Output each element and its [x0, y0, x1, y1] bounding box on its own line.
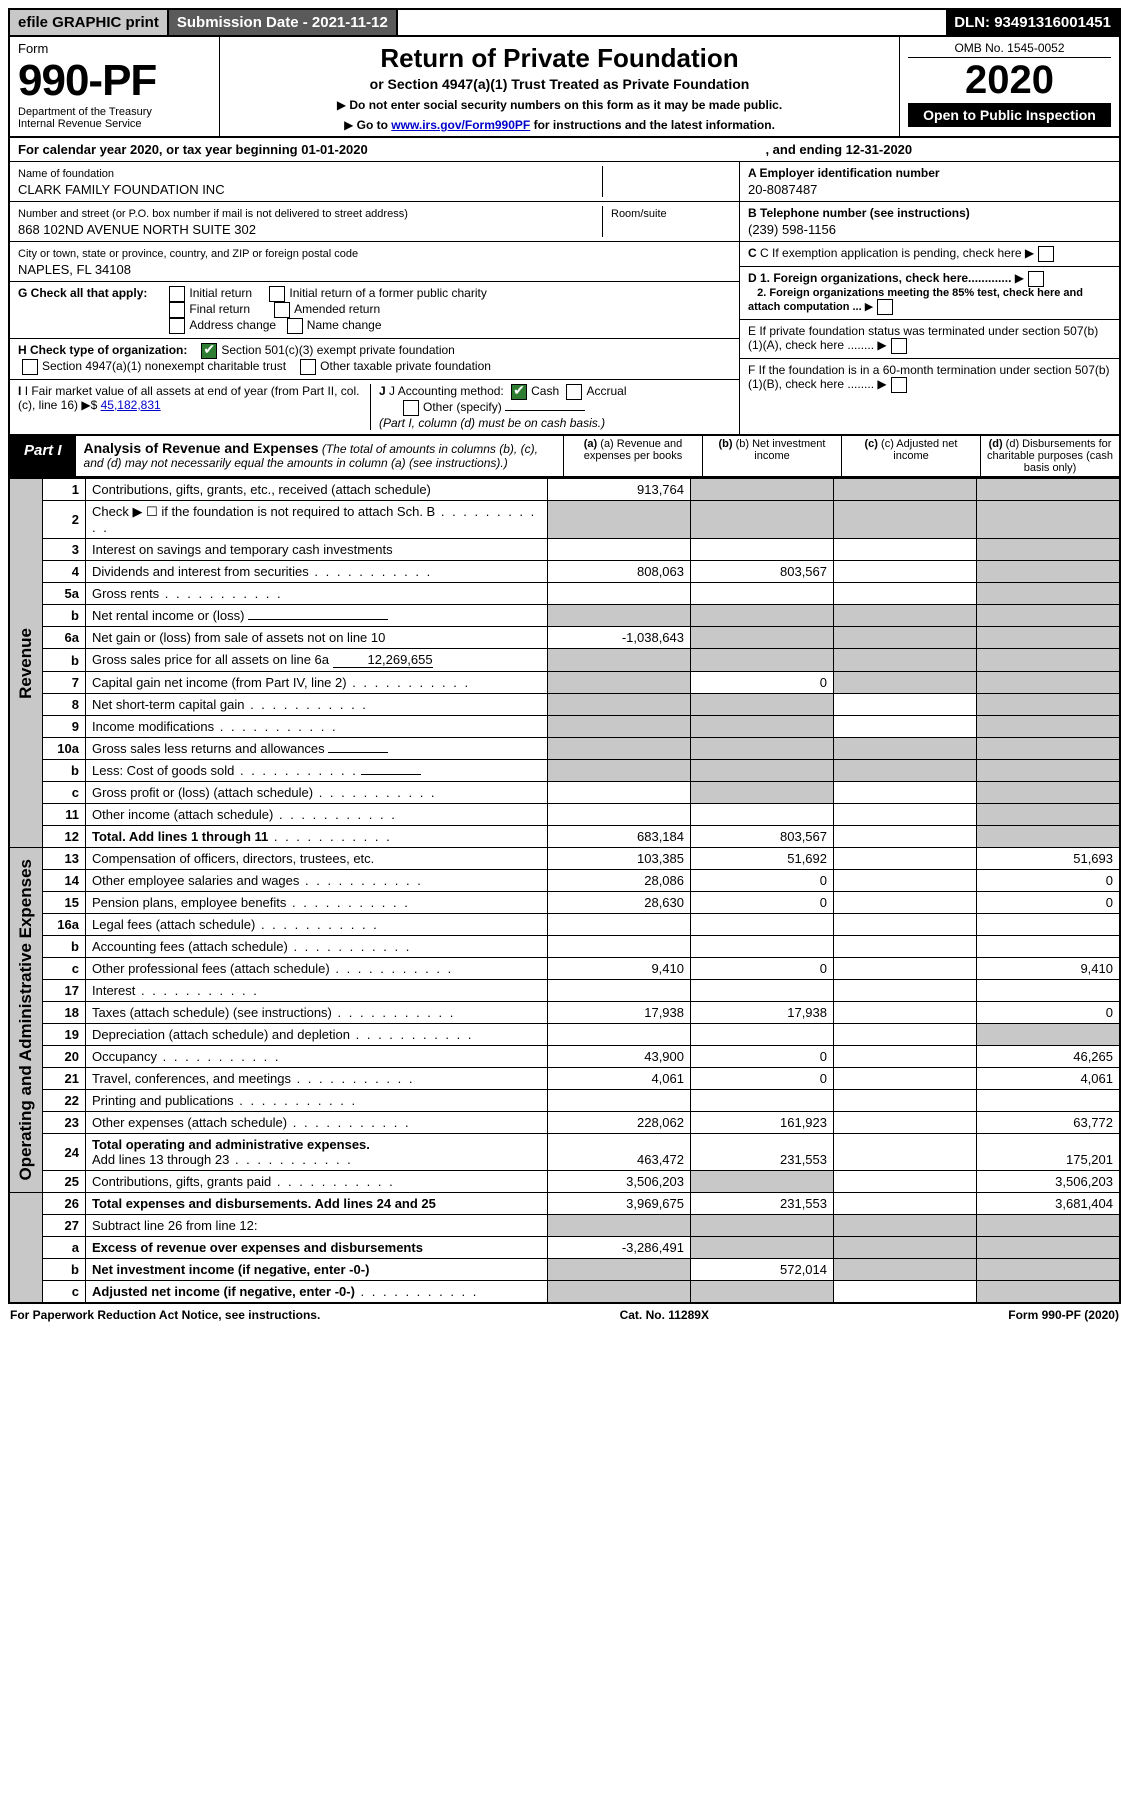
open-inspection: Open to Public Inspection: [908, 103, 1111, 127]
part1-title: Analysis of Revenue and Expenses: [84, 440, 319, 456]
chk-c[interactable]: [1038, 246, 1054, 262]
room-label: Room/suite: [611, 208, 667, 220]
j-note: (Part I, column (d) must be on cash basi…: [379, 416, 605, 430]
part1-header: Part I Analysis of Revenue and Expenses …: [8, 436, 1121, 478]
submission-date: Submission Date - 2021-11-12: [169, 10, 398, 35]
opex-label: Operating and Administrative Expenses: [16, 859, 36, 1181]
chk-other-method[interactable]: [403, 400, 419, 416]
form-subtitle: or Section 4947(a)(1) Trust Treated as P…: [228, 76, 891, 92]
goto-note: Go to www.irs.gov/Form990PF for instruct…: [228, 118, 891, 132]
part1-tab: Part I: [10, 436, 76, 476]
form-title: Return of Private Foundation: [228, 43, 891, 74]
chk-name-change[interactable]: [287, 318, 303, 334]
chk-initial-former[interactable]: [269, 286, 285, 302]
cat-no: Cat. No. 11289X: [620, 1308, 709, 1322]
name-label: Name of foundation: [18, 168, 114, 180]
addr-label: Number and street (or P.O. box number if…: [18, 208, 408, 220]
tax-year: 2020: [908, 58, 1111, 103]
chk-4947a1[interactable]: [22, 359, 38, 375]
chk-d2[interactable]: [877, 299, 893, 315]
chk-initial-return[interactable]: [169, 286, 185, 302]
chk-address-change[interactable]: [169, 318, 185, 334]
chk-f[interactable]: [891, 377, 907, 393]
calendar-year-row: For calendar year 2020, or tax year begi…: [8, 138, 1121, 162]
chk-501c3[interactable]: [201, 343, 217, 359]
c-label: C C If exemption application is pending,…: [748, 246, 1022, 260]
col-d-hdr: (d) (d) Disbursements for charitable pur…: [981, 436, 1119, 476]
fmv-link[interactable]: 45,182,831: [101, 398, 161, 412]
entity-info: Name of foundation CLARK FAMILY FOUNDATI…: [8, 162, 1121, 436]
a-label: A Employer identification number: [748, 166, 940, 180]
foundation-name: CLARK FAMILY FOUNDATION INC: [18, 182, 594, 197]
b-label: B Telephone number (see instructions): [748, 206, 970, 220]
chk-cash[interactable]: [511, 384, 527, 400]
paperwork-notice: For Paperwork Reduction Act Notice, see …: [10, 1308, 320, 1322]
form-word: Form: [18, 41, 211, 56]
foundation-address: 868 102ND AVENUE NORTH SUITE 302: [18, 222, 594, 237]
chk-e[interactable]: [891, 338, 907, 354]
top-bar: efile GRAPHIC print Submission Date - 20…: [8, 8, 1121, 37]
chk-accrual[interactable]: [566, 384, 582, 400]
chk-other-taxable[interactable]: [300, 359, 316, 375]
phone-value: (239) 598-1156: [748, 222, 1111, 237]
col-b-hdr: (b) (b) Net investment income: [703, 436, 842, 476]
ssn-note: Do not enter social security numbers on …: [228, 98, 891, 112]
h-label: H Check type of organization:: [18, 343, 187, 357]
irs-label: Internal Revenue Service: [18, 118, 211, 130]
form990pf-link[interactable]: www.irs.gov/Form990PF: [391, 118, 530, 132]
dept-treasury: Department of the Treasury: [18, 106, 211, 118]
e-label: E If private foundation status was termi…: [748, 324, 1098, 352]
chk-amended-return[interactable]: [274, 302, 290, 318]
revenue-label: Revenue: [16, 628, 36, 699]
form-header: Form 990-PF Department of the Treasury I…: [8, 37, 1121, 138]
chk-final-return[interactable]: [169, 302, 185, 318]
d2-label: 2. Foreign organizations meeting the 85%…: [748, 287, 1111, 315]
efile-label[interactable]: efile GRAPHIC print: [10, 10, 169, 35]
form-number: 990-PF: [18, 56, 156, 105]
city-label: City or town, state or province, country…: [18, 248, 358, 260]
d1-label: D 1. Foreign organizations, check here..…: [748, 271, 1111, 287]
chk-d1[interactable]: [1028, 271, 1044, 287]
g-label: G Check all that apply:: [18, 286, 147, 300]
col-c-hdr: (c) (c) Adjusted net income: [842, 436, 981, 476]
dln-label: DLN: 93491316001451: [946, 10, 1119, 35]
ein-value: 20-8087487: [748, 182, 1111, 197]
omb-number: OMB No. 1545-0052: [908, 41, 1111, 58]
foundation-city: NAPLES, FL 34108: [18, 262, 731, 277]
col-a-hdr: (a) (a) Revenue and expenses per books: [564, 436, 703, 476]
page-footer: For Paperwork Reduction Act Notice, see …: [8, 1304, 1121, 1326]
lines-table: Revenue 1Contributions, gifts, grants, e…: [8, 478, 1121, 1304]
i-label: I I Fair market value of all assets at e…: [18, 384, 359, 412]
form-ref: Form 990-PF (2020): [1008, 1308, 1119, 1322]
f-label: F If the foundation is in a 60-month ter…: [748, 363, 1110, 391]
